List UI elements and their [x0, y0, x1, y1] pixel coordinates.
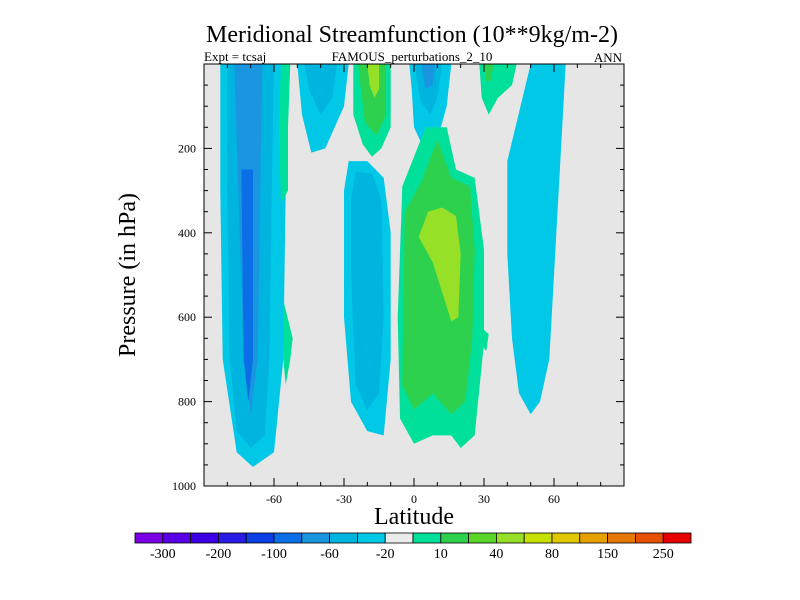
contour-nh-tiny-green — [479, 325, 489, 351]
x-tick-label: 30 — [478, 492, 490, 506]
colorbar-label: -60 — [320, 547, 339, 562]
y-tick-label: 800 — [178, 395, 196, 409]
colorbar-swatch — [579, 532, 608, 544]
y-tick-label: 600 — [178, 310, 196, 324]
colorbar-swatch — [134, 532, 164, 544]
colorbar-swatch — [217, 532, 247, 544]
x-tick-label: 60 — [548, 492, 560, 506]
colorbar-swatch — [468, 532, 497, 544]
contour-green-column-left — [278, 64, 291, 204]
colorbar-label: 250 — [653, 547, 674, 562]
colorbar-label: -20 — [376, 547, 395, 562]
colorbar-swatch — [190, 532, 219, 544]
y-tick-label: 1000 — [172, 479, 196, 493]
subtitle-center: FAMOUS_perturbations_2_10 — [332, 49, 493, 64]
colorbar-swatch — [245, 532, 275, 544]
contour-tropical-yellow-inner — [418, 207, 461, 322]
colorbar-swatch — [329, 532, 358, 544]
colorbar: -300 -200 -100 -60 -20 10 40 80 150 250 — [134, 532, 692, 562]
y-tick-label: 400 — [178, 226, 196, 240]
y-axis-label: Pressure (in hPa) — [115, 193, 141, 357]
colorbar-label: 150 — [597, 547, 618, 562]
chart-title: Meridional Streamfunction (10**9kg/m-2) — [206, 22, 618, 48]
x-tick-label: -60 — [266, 492, 282, 506]
contour-green-column-nh-inner — [484, 64, 494, 81]
contour-nh-cell-blue — [507, 64, 566, 415]
colorbar-label: 10 — [434, 547, 448, 562]
x-tick-label: -30 — [336, 492, 352, 506]
colorbar-swatch — [635, 532, 664, 544]
contour-tropical-blue-core — [421, 64, 435, 90]
contour-ferrel-upper-mid — [304, 64, 337, 115]
colorbar-swatch — [301, 532, 330, 544]
colorbar-swatch — [551, 532, 581, 544]
colorbar-swatch — [607, 532, 636, 544]
colorbar-label: 40 — [489, 547, 503, 562]
axes: -60 -30 0 30 60 200 400 600 800 1000 — [172, 63, 625, 506]
colorbar-swatch — [662, 532, 692, 544]
contour-sh-cell-core — [241, 169, 253, 402]
contour-tropical-blue-inner — [414, 64, 442, 115]
colorbar-label: -300 — [150, 547, 176, 562]
colorbar-label: 80 — [545, 547, 559, 562]
contour-regions — [204, 64, 624, 486]
contour-green-blob-left — [283, 300, 293, 385]
colorbar-swatch — [412, 532, 442, 544]
colorbar-swatch — [495, 532, 525, 544]
colorbar-swatch — [523, 532, 553, 544]
colorbar-label: -100 — [261, 547, 287, 562]
subtitle-left: Expt = tcsaj — [204, 49, 266, 64]
y-tick-label: 200 — [178, 141, 196, 155]
x-tick-label: 0 — [411, 492, 417, 506]
contour-yellow-upper — [367, 64, 379, 98]
colorbar-label: -200 — [206, 547, 232, 562]
subtitle-right: ANN — [594, 50, 623, 65]
colorbar-swatch — [356, 532, 386, 544]
x-axis-label: Latitude — [374, 504, 454, 530]
colorbar-swatch — [384, 532, 414, 544]
colorbar-swatch — [162, 532, 192, 544]
colorbar-swatch — [273, 532, 303, 544]
contour-mid-south-cell-inner — [351, 171, 384, 410]
colorbar-swatch — [440, 532, 469, 544]
